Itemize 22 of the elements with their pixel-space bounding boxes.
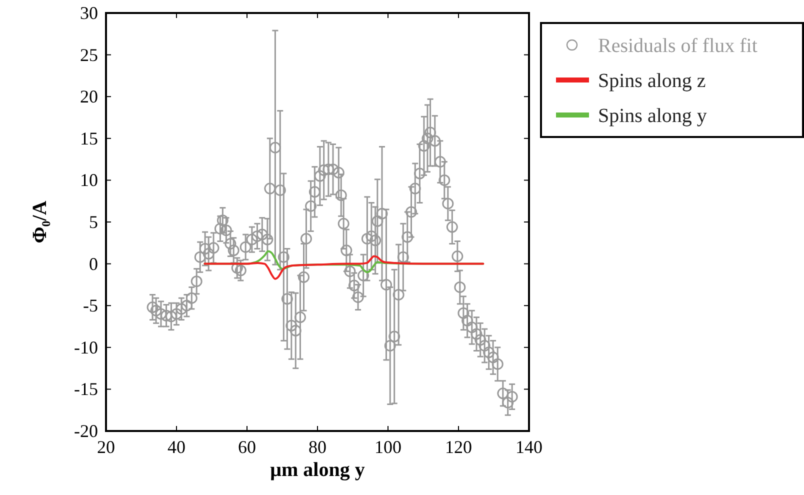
y-tick-label: 20 — [80, 86, 98, 107]
x-tick-label: 100 — [374, 437, 402, 457]
x-tick-label: 140 — [516, 437, 542, 457]
y-tick-label: 25 — [80, 44, 98, 65]
legend-label: Residuals of flux fit — [598, 35, 758, 57]
y-tick-label: -5 — [83, 296, 98, 316]
y-tick-label: 15 — [80, 128, 98, 148]
y-tick-label: 0 — [89, 254, 98, 274]
x-tick-label: 80 — [308, 437, 326, 457]
x-tick-label: 40 — [168, 437, 186, 457]
y-tick-label: 10 — [80, 170, 98, 190]
y-tick-label: -15 — [74, 379, 98, 400]
y-tick-label: -20 — [74, 421, 98, 441]
x-axis-title: μm along y — [270, 459, 365, 481]
y-tick-label: -10 — [74, 337, 98, 358]
y-axis-title: Φ₀/A — [29, 200, 51, 244]
y-tick-label: 5 — [89, 212, 98, 232]
x-tick-label: 60 — [238, 437, 256, 457]
y-tick-label: 30 — [80, 3, 98, 23]
legend-label: Spins along y — [598, 105, 707, 127]
x-tick-label: 120 — [445, 437, 472, 457]
legend-label: Spins along z — [598, 70, 706, 92]
